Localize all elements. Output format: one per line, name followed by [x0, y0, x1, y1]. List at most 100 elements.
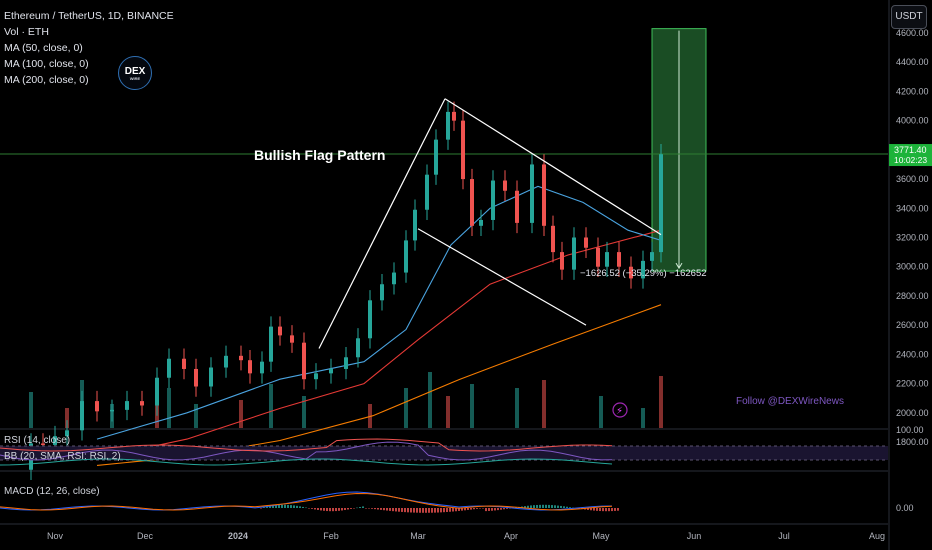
macd-histogram-bar — [413, 508, 415, 513]
flag-trendline — [318, 98, 446, 349]
macd-histogram-bar — [335, 508, 337, 512]
ma100-legend: MA (100, close, 0) — [4, 58, 89, 70]
countdown-value: 10:02:23 — [894, 155, 927, 165]
macd-histogram-bar — [551, 505, 553, 508]
candle — [629, 266, 633, 279]
candle — [659, 154, 663, 253]
macd-histogram-bar — [491, 508, 493, 511]
macd-axis-label: 0.00 — [896, 503, 914, 513]
signal-line — [0, 492, 613, 511]
macd-histogram-bar — [470, 508, 472, 510]
macd-histogram-bar — [269, 506, 271, 508]
candle — [290, 335, 294, 343]
macd-histogram-bar — [353, 508, 355, 509]
price-tick-label: 4400.00 — [896, 57, 929, 67]
macd-histogram-bar — [443, 508, 445, 513]
candle — [479, 219, 483, 226]
current-price-value: 3771.40 — [894, 145, 927, 155]
macd-histogram-bar — [497, 508, 499, 511]
macd-histogram-bar — [377, 508, 379, 510]
macd-histogram-bar — [392, 508, 394, 512]
candle — [542, 164, 546, 226]
volume-bar — [167, 388, 171, 428]
candle — [572, 237, 576, 270]
date-tick-label: Dec — [137, 531, 154, 541]
candle — [617, 252, 621, 267]
macd-histogram-bar — [611, 508, 613, 512]
candle — [167, 358, 171, 378]
volume-bar — [29, 392, 33, 428]
macd-histogram-bar — [590, 508, 592, 511]
dex-logo: DEX WIRE — [118, 56, 152, 90]
macd-histogram-bar — [440, 508, 442, 513]
macd-histogram-bar — [530, 505, 532, 508]
macd-histogram-bar — [560, 505, 562, 508]
macd-histogram-bar — [461, 508, 463, 511]
macd-histogram-bar — [347, 508, 349, 510]
candle — [596, 247, 600, 267]
macd-histogram-bar — [332, 508, 334, 512]
macd-histogram-bar — [302, 506, 304, 508]
macd-histogram-bar — [338, 508, 340, 511]
volume-bar — [404, 388, 408, 428]
macd-histogram-bar — [362, 506, 364, 508]
macd-histogram-bar — [452, 508, 454, 512]
macd-histogram-bar — [404, 508, 406, 513]
currency-button[interactable]: USDT — [891, 5, 927, 29]
macd-histogram-bar — [278, 505, 280, 508]
candle — [584, 237, 588, 248]
candle — [269, 326, 273, 362]
candle — [239, 355, 243, 361]
macd-title: MACD (12, 26, close) — [4, 486, 100, 497]
macd-histogram-bar — [416, 508, 418, 513]
date-tick-label: Feb — [323, 531, 339, 541]
ma200-legend: MA (200, close, 0) — [4, 74, 89, 86]
macd-histogram-bar — [617, 508, 619, 511]
price-tick-label: 3200.00 — [896, 233, 929, 243]
date-tick-label: 2024 — [228, 531, 248, 541]
macd-histogram-bar — [563, 506, 565, 508]
volume-legend: Vol · ETH — [4, 26, 49, 38]
macd-histogram-bar — [533, 505, 535, 508]
volume-bar — [641, 408, 645, 428]
bb-title: BB (20, SMA, RSI: RSI, 2) — [4, 451, 121, 462]
macd-histogram-bar — [434, 508, 436, 513]
candle — [302, 342, 306, 380]
macd-histogram-bar — [317, 508, 319, 510]
ma50-line — [96, 185, 662, 440]
volume-bar — [65, 408, 69, 428]
volume-bar — [542, 380, 546, 428]
macd-histogram-bar — [431, 508, 433, 513]
candle — [329, 368, 333, 374]
volume-bar — [446, 396, 450, 428]
date-tick-label: Jul — [778, 531, 790, 541]
macd-histogram-bar — [410, 508, 412, 513]
macd-histogram-bar — [398, 508, 400, 512]
macd-histogram-bar — [296, 505, 298, 508]
macd-histogram-bar — [599, 508, 601, 512]
candle — [278, 326, 282, 336]
logo-subtext: WIRE — [129, 76, 141, 81]
macd-histogram-bar — [614, 508, 616, 511]
macd-histogram-bar — [524, 506, 526, 508]
macd-histogram-bar — [401, 508, 403, 512]
lightning-icon: ⚡ — [616, 406, 623, 417]
volume-bar — [659, 376, 663, 428]
macd-histogram-bar — [554, 505, 556, 508]
volume-bar — [599, 396, 603, 428]
logo-text: DEX — [124, 66, 146, 77]
macd-histogram-bar — [293, 505, 295, 508]
date-tick-label: Aug — [869, 531, 885, 541]
candle — [65, 430, 69, 437]
candle — [452, 111, 456, 121]
macd-histogram-bar — [509, 508, 511, 509]
macd-histogram-bar — [473, 508, 475, 510]
candle — [404, 240, 408, 273]
volume-bar — [194, 404, 198, 428]
macd-histogram-bar — [422, 508, 424, 513]
macd-histogram-bar — [359, 507, 361, 508]
macd-histogram-bar — [545, 504, 547, 508]
candle — [260, 361, 264, 374]
candle — [41, 443, 45, 445]
